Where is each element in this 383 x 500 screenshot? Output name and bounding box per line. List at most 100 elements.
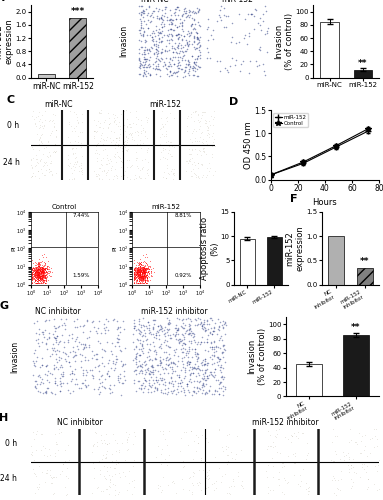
Point <box>183 62 189 70</box>
Point <box>149 9 155 17</box>
Point <box>32 266 38 274</box>
Point <box>105 166 111 173</box>
Text: miR-NC: miR-NC <box>140 0 169 4</box>
Point <box>225 443 231 451</box>
Point <box>206 372 212 380</box>
Point <box>142 266 148 274</box>
Point <box>140 268 146 276</box>
Point <box>40 272 46 280</box>
Point <box>144 334 151 342</box>
Point <box>36 266 42 274</box>
Point <box>239 482 245 490</box>
Point <box>172 10 178 18</box>
Point <box>39 328 46 336</box>
Point <box>159 6 165 14</box>
Point <box>53 168 59 176</box>
Point <box>166 30 172 38</box>
Point <box>295 434 301 442</box>
Point <box>105 156 111 164</box>
Point <box>139 42 145 50</box>
Point <box>119 362 125 370</box>
Point <box>136 268 142 276</box>
Point <box>220 348 226 356</box>
Point <box>139 276 145 283</box>
Point <box>182 428 188 436</box>
Point <box>365 483 371 491</box>
Point <box>83 316 90 324</box>
Point <box>123 132 129 140</box>
Point <box>36 268 42 276</box>
Point <box>140 163 146 171</box>
Point <box>217 57 223 65</box>
Point <box>139 332 145 340</box>
Point <box>39 279 45 287</box>
Point <box>133 268 139 276</box>
Point <box>144 276 150 284</box>
Point <box>136 270 142 278</box>
Point <box>140 274 146 282</box>
Point <box>29 273 35 281</box>
Point <box>133 269 139 277</box>
Point <box>34 270 41 278</box>
Point <box>85 341 92 349</box>
Point <box>139 270 145 278</box>
Point <box>201 360 208 368</box>
Point <box>178 44 184 52</box>
Point <box>141 268 147 276</box>
Point <box>136 268 142 276</box>
Point <box>192 364 198 372</box>
Point <box>346 468 352 476</box>
Point <box>352 468 358 476</box>
Point <box>212 142 218 150</box>
Point <box>137 265 144 273</box>
Point <box>152 65 158 73</box>
Point <box>181 8 187 16</box>
Point <box>67 390 74 398</box>
Point <box>133 355 139 363</box>
Point <box>217 344 223 351</box>
Point <box>34 274 41 282</box>
Point <box>39 272 45 280</box>
Point <box>94 484 100 492</box>
Point <box>67 106 73 114</box>
Point <box>185 160 191 168</box>
Point <box>164 337 170 345</box>
Point <box>111 118 117 126</box>
Point <box>192 134 198 141</box>
Point <box>93 122 99 130</box>
Point <box>149 272 155 280</box>
Point <box>36 260 43 268</box>
Point <box>269 454 275 462</box>
Point <box>31 358 37 366</box>
Point <box>191 364 197 372</box>
Point <box>32 264 38 272</box>
Point <box>196 36 202 44</box>
Point <box>145 62 151 70</box>
Point <box>196 378 202 386</box>
Point <box>112 154 118 162</box>
Point <box>157 30 163 38</box>
Point <box>36 330 42 338</box>
Point <box>140 272 146 280</box>
Point <box>201 147 207 155</box>
Point <box>89 448 95 456</box>
Point <box>121 143 128 151</box>
Point <box>36 272 42 280</box>
Point <box>52 374 59 382</box>
Point <box>246 69 252 77</box>
Point <box>137 64 143 72</box>
Point <box>36 261 42 269</box>
Point <box>66 118 72 126</box>
Point <box>137 268 143 276</box>
Point <box>70 124 77 132</box>
Point <box>31 271 37 279</box>
Point <box>186 71 192 79</box>
Point <box>223 64 229 72</box>
Point <box>160 330 167 338</box>
Point <box>254 62 260 70</box>
Point <box>135 264 141 272</box>
Point <box>43 268 49 276</box>
Point <box>189 490 195 498</box>
Point <box>51 488 57 496</box>
Point <box>150 366 156 374</box>
